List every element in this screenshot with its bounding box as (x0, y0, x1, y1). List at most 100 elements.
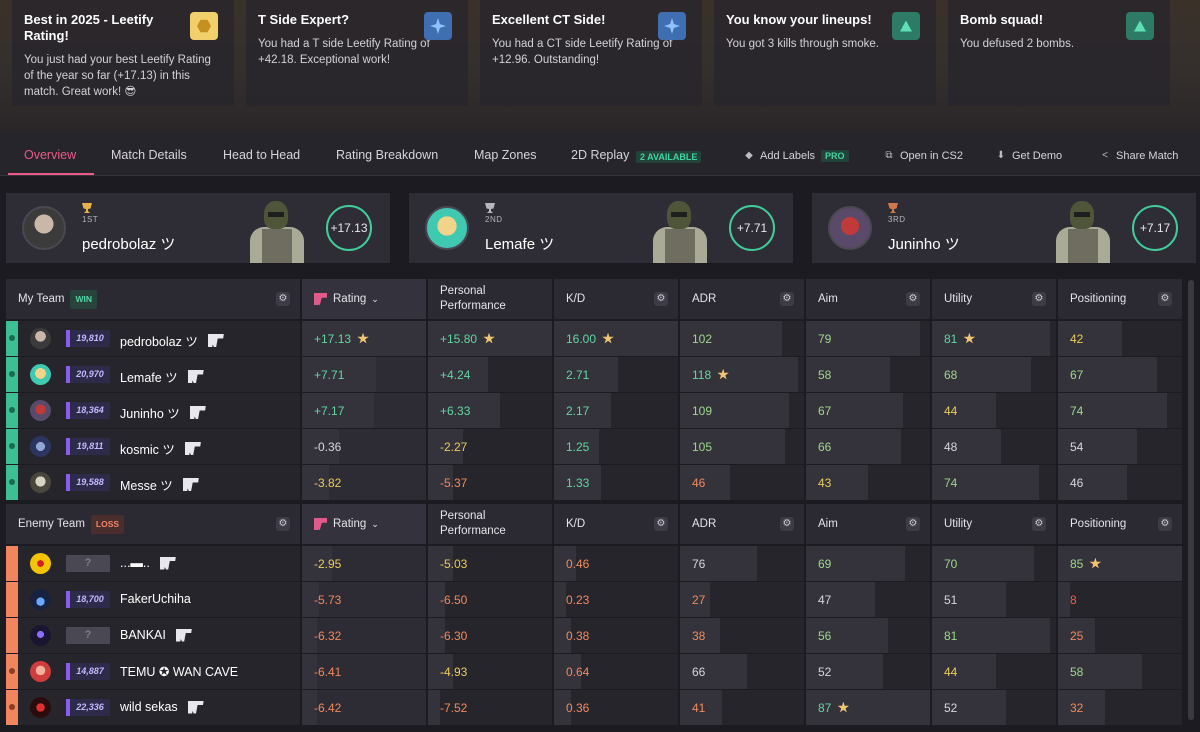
share-match-button[interactable]: < Share Match (1100, 150, 1178, 162)
player-cell[interactable]: 19,810 pedrobolaz ツ (6, 321, 300, 356)
player-cell[interactable]: ? ...▬.. (6, 546, 300, 581)
cell-value: 67 (1070, 367, 1084, 382)
player-name-text: Lemafe ツ (120, 371, 178, 385)
personal-cell: -2.27 (428, 429, 552, 464)
player-name[interactable]: Juninho ツ (120, 403, 206, 422)
player-name-text: FakerUchiha (120, 592, 191, 606)
player-cell[interactable]: 18,364 Juninho ツ (6, 393, 300, 428)
column-label: ADR (692, 292, 717, 305)
chevron-down-icon: ⌄ (371, 293, 379, 304)
gear-icon[interactable]: ⚙ (1032, 517, 1046, 531)
result-badge: LOSS (90, 514, 125, 534)
tab-2d-replay[interactable]: 2D Replay (571, 148, 630, 162)
party-icon (9, 335, 15, 341)
aim-column-header[interactable]: Aim ⚙ (806, 279, 930, 319)
player-cell[interactable]: 14,887 TEMU ✪ WAN CAVE (6, 654, 300, 689)
achievement-card: Best in 2025 - Leetify Rating! You just … (12, 0, 234, 106)
cell-value: -5.37 (440, 475, 468, 490)
get-demo-button[interactable]: ⬇ Get Demo (996, 150, 1062, 162)
gear-icon[interactable]: ⚙ (654, 517, 668, 531)
player-name[interactable]: TEMU ✪ WAN CAVE (120, 664, 238, 679)
table-row[interactable]: 19,811 kosmic ツ -0.36 -2.27 1.25 105 66 … (6, 429, 1186, 464)
gear-icon[interactable]: ⚙ (654, 292, 668, 306)
gear-icon[interactable]: ⚙ (780, 517, 794, 531)
trophy-icon (485, 203, 495, 213)
player-name[interactable]: Messe ツ (120, 475, 199, 494)
star-icon (424, 12, 452, 40)
top-player-card[interactable]: 2ND Lemafe ツ +7.71 (409, 193, 793, 263)
player-cell[interactable]: 18,700 FakerUchiha (6, 582, 300, 617)
adr-column-header[interactable]: ADR ⚙ (680, 279, 804, 319)
cell-value: 56 (818, 628, 832, 643)
cell-value: -6.30 (440, 628, 468, 643)
table-row[interactable]: 20,970 Lemafe ツ +7.71 +4.24 2.71 118 58 … (6, 357, 1186, 392)
player-cell[interactable]: 20,970 Lemafe ツ (6, 357, 300, 392)
table-row[interactable]: ? BANKAI -6.32 -6.30 0.38 38 56 81 25 (6, 618, 1186, 653)
kd-column-header[interactable]: K/D ⚙ (554, 279, 678, 319)
personal-column-header[interactable]: Personal Performance (428, 504, 552, 544)
player-name[interactable]: ...▬.. (120, 556, 176, 570)
player-name[interactable]: Lemafe ツ (120, 367, 204, 386)
gear-icon[interactable]: ⚙ (780, 292, 794, 306)
add-labels-button[interactable]: ◆ Add Labels PRO (744, 150, 849, 162)
utility-column-header[interactable]: Utility ⚙ (932, 279, 1056, 319)
top-player-card[interactable]: 1ST pedrobolaz ツ +17.13 (6, 193, 390, 263)
gear-icon[interactable]: ⚙ (276, 517, 290, 531)
gear-icon[interactable]: ⚙ (906, 517, 920, 531)
tab-rating-breakdown[interactable]: Rating Breakdown (336, 148, 439, 162)
positioning-column-header[interactable]: Positioning ⚙ (1058, 279, 1182, 319)
adr-column-header[interactable]: ADR ⚙ (680, 504, 804, 544)
cell-value: -5.73 (314, 592, 342, 607)
gear-icon[interactable]: ⚙ (1032, 292, 1046, 306)
table-row[interactable]: 19,588 Messe ツ -3.82 -5.37 1.33 46 43 74… (6, 465, 1186, 500)
cell-value: -6.42 (314, 700, 342, 715)
table-row[interactable]: 14,887 TEMU ✪ WAN CAVE -6.41 -4.93 0.64 … (6, 654, 1186, 689)
table-row[interactable]: 19,810 pedrobolaz ツ +17.13 +15.80 16.00 … (6, 321, 1186, 356)
table-row[interactable]: 18,700 FakerUchiha -5.73 -6.50 0.23 27 4… (6, 582, 1186, 617)
tab-match-details[interactable]: Match Details (111, 148, 187, 162)
personal-column-header[interactable]: Personal Performance (428, 279, 552, 319)
gear-icon[interactable]: ⚙ (906, 292, 920, 306)
table-row[interactable]: ? ...▬.. -2.95 -5.03 0.46 76 69 70 85 (6, 546, 1186, 581)
tab-head-to-head[interactable]: Head to Head (223, 148, 301, 162)
rating-cell: -0.36 (302, 429, 426, 464)
table-row[interactable]: 22,336 wild sekas -6.42 -7.52 0.36 41 87… (6, 690, 1186, 725)
cell-value: 41 (692, 700, 706, 715)
scrollbar[interactable] (1188, 280, 1194, 720)
player-cell[interactable]: 22,336 wild sekas (6, 690, 300, 725)
positioning-column-header[interactable]: Positioning ⚙ (1058, 504, 1182, 544)
premier-rating-badge: ? (66, 555, 110, 572)
player-name[interactable]: wild sekas (120, 700, 204, 714)
player-name[interactable]: kosmic ツ (120, 439, 201, 458)
open-in-cs2-button[interactable]: ⧉ Open in CS2 (884, 150, 963, 162)
tab-overview[interactable]: Overview (24, 148, 77, 162)
tab-map-zones[interactable]: Map Zones (474, 148, 537, 162)
cell-value: 1.33 (566, 475, 590, 490)
leetify-logo-icon (175, 628, 192, 642)
rating-column-header[interactable]: Rating ⌄ (302, 504, 426, 544)
top-player-card[interactable]: 3RD Juninho ツ +7.17 (812, 193, 1196, 263)
player-name[interactable]: BANKAI (120, 628, 192, 642)
party-icon (9, 704, 15, 710)
rank-label: 3RD (888, 215, 906, 224)
gear-icon[interactable]: ⚙ (1158, 292, 1172, 306)
player-cell[interactable]: 19,811 kosmic ツ (6, 429, 300, 464)
utility-cell: 44 (932, 654, 1056, 689)
player-cell[interactable]: ? BANKAI (6, 618, 300, 653)
personal-cell: -6.50 (428, 582, 552, 617)
player-cell[interactable]: 19,588 Messe ツ (6, 465, 300, 500)
table-row[interactable]: 18,364 Juninho ツ +7.17 +6.33 2.17 109 67… (6, 393, 1186, 428)
kd-column-header[interactable]: K/D ⚙ (554, 504, 678, 544)
rating-column-header[interactable]: Rating ⌄ (302, 279, 426, 319)
gear-icon[interactable]: ⚙ (1158, 517, 1172, 531)
aim-column-header[interactable]: Aim ⚙ (806, 504, 930, 544)
cell-value: 67 (818, 403, 832, 418)
player-name[interactable]: FakerUchiha (120, 592, 191, 606)
player-name-text: Juninho ツ (120, 407, 180, 421)
kd-cell: 0.46 (554, 546, 678, 581)
player-name[interactable]: pedrobolaz ツ (120, 331, 224, 350)
gear-icon[interactable]: ⚙ (276, 292, 290, 306)
utility-column-header[interactable]: Utility ⚙ (932, 504, 1056, 544)
cell-value: 52 (818, 664, 832, 679)
top-player-name: Juninho ツ (888, 236, 960, 253)
